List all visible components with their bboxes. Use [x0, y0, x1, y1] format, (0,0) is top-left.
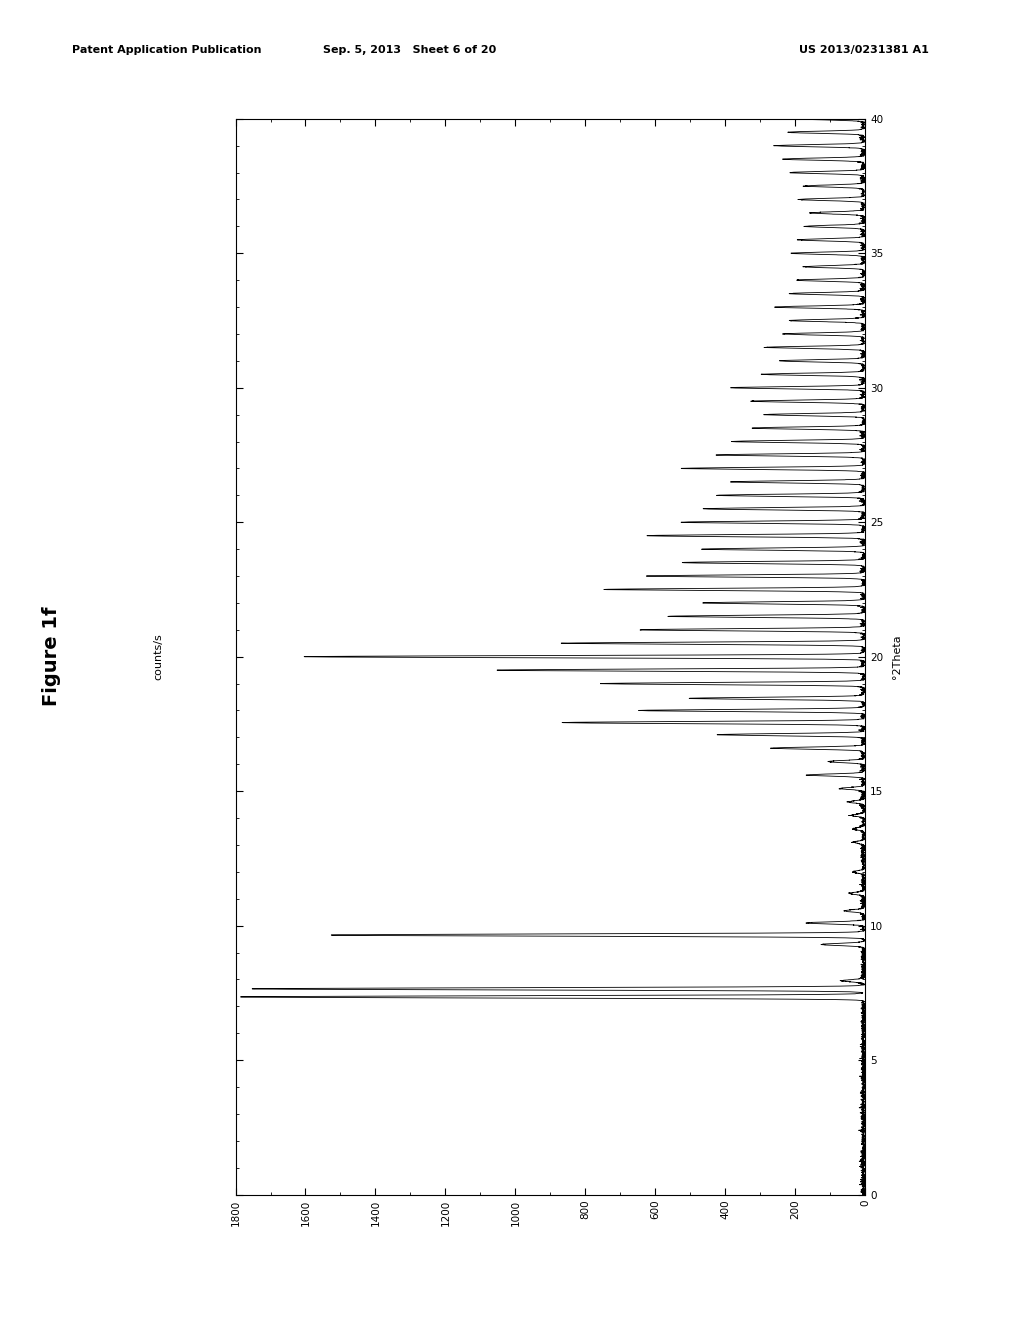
Text: US 2013/0231381 A1: US 2013/0231381 A1: [799, 45, 929, 55]
Text: Patent Application Publication: Patent Application Publication: [72, 45, 261, 55]
Y-axis label: °2Theta: °2Theta: [892, 635, 902, 678]
Text: Figure 1f: Figure 1f: [42, 607, 60, 706]
Text: counts/s: counts/s: [154, 634, 164, 680]
Text: Sep. 5, 2013   Sheet 6 of 20: Sep. 5, 2013 Sheet 6 of 20: [323, 45, 497, 55]
